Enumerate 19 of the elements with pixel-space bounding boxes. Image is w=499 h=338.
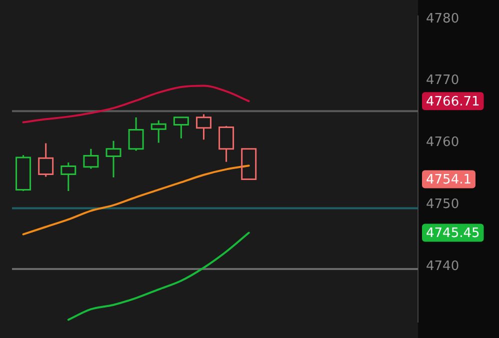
candlestick: [150, 120, 166, 144]
text: 4745.45: [426, 226, 480, 242]
candlestick: [173, 116, 189, 140]
y-tick-label: 4780: [426, 11, 460, 26]
line-series: [67, 232, 250, 321]
y-tick-label: 4770: [426, 73, 460, 88]
candlestick: [106, 140, 122, 178]
text: 4766.71: [426, 94, 480, 110]
candlestick: [60, 162, 76, 192]
line-series: [22, 84, 250, 124]
y-tick-label: 4740: [426, 258, 460, 274]
y-tick-label: 4750: [426, 196, 460, 212]
candlestick: [128, 116, 144, 152]
y-tick-label: 4760: [426, 135, 460, 150]
candlestick: [196, 113, 212, 140]
text: 4754.1: [426, 172, 472, 188]
candlestick: [38, 142, 54, 178]
candlestick: [218, 125, 234, 163]
line-series: [22, 164, 250, 236]
